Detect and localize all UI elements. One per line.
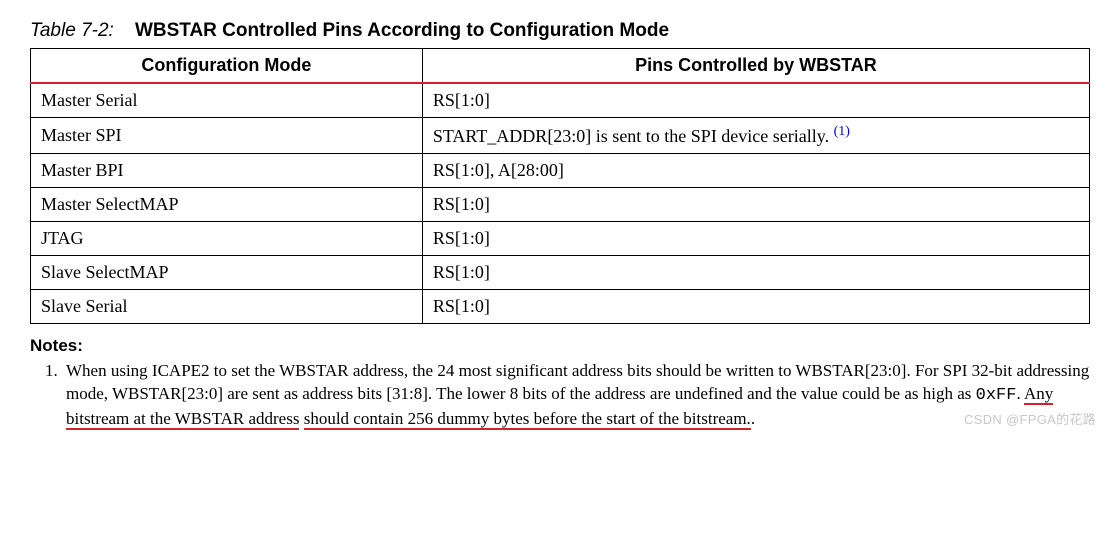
table-row: Master SPI START_ADDR[23:0] is sent to t… xyxy=(31,118,1090,154)
watermark: CSDN @FPGA的花路 xyxy=(964,409,1096,428)
notes-list: When using ICAPE2 to set the WBSTAR addr… xyxy=(30,360,1090,431)
table-row: JTAG RS[1:0] xyxy=(31,222,1090,256)
cell-mode: Master SelectMAP xyxy=(31,188,423,222)
table-row: Master SelectMAP RS[1:0] xyxy=(31,188,1090,222)
code-literal: 0xFF xyxy=(976,386,1017,405)
header-pins: Pins Controlled by WBSTAR xyxy=(422,49,1089,84)
cell-pins: RS[1:0] xyxy=(422,256,1089,290)
cell-mode: Slave SelectMAP xyxy=(31,256,423,290)
caption-prefix: Table 7-2: xyxy=(30,20,114,41)
table-row: Slave Serial RS[1:0] xyxy=(31,290,1090,324)
cell-mode: Master SPI xyxy=(31,118,423,154)
cell-mode: Master BPI xyxy=(31,154,423,188)
footnote-ref-1[interactable]: (1) xyxy=(834,124,850,139)
table-row: Slave SelectMAP RS[1:0] xyxy=(31,256,1090,290)
cell-pins: RS[1:0] xyxy=(422,83,1089,118)
table-header-row: Configuration Mode Pins Controlled by WB… xyxy=(31,49,1090,84)
table-row: Master Serial RS[1:0] xyxy=(31,83,1090,118)
cell-pins: RS[1:0] xyxy=(422,188,1089,222)
cell-pins: START_ADDR[23:0] is sent to the SPI devi… xyxy=(422,118,1089,154)
highlighted-text: should contain 256 dummy bytes before th… xyxy=(304,409,751,430)
cell-pins: RS[1:0] xyxy=(422,222,1089,256)
wbstar-table: Configuration Mode Pins Controlled by WB… xyxy=(30,48,1090,324)
note-item-1: When using ICAPE2 to set the WBSTAR addr… xyxy=(62,360,1090,431)
cell-pins: RS[1:0], A[28:00] xyxy=(422,154,1089,188)
table-row: Master BPI RS[1:0], A[28:00] xyxy=(31,154,1090,188)
notes-heading: Notes: xyxy=(30,336,1090,356)
cell-mode: Master Serial xyxy=(31,83,423,118)
header-config-mode: Configuration Mode xyxy=(31,49,423,84)
caption-title: WBSTAR Controlled Pins According to Conf… xyxy=(135,20,669,41)
cell-pins: RS[1:0] xyxy=(422,290,1089,324)
table-caption: Table 7-2: WBSTAR Controlled Pins Accord… xyxy=(30,20,1090,42)
cell-mode: JTAG xyxy=(31,222,423,256)
cell-mode: Slave Serial xyxy=(31,290,423,324)
